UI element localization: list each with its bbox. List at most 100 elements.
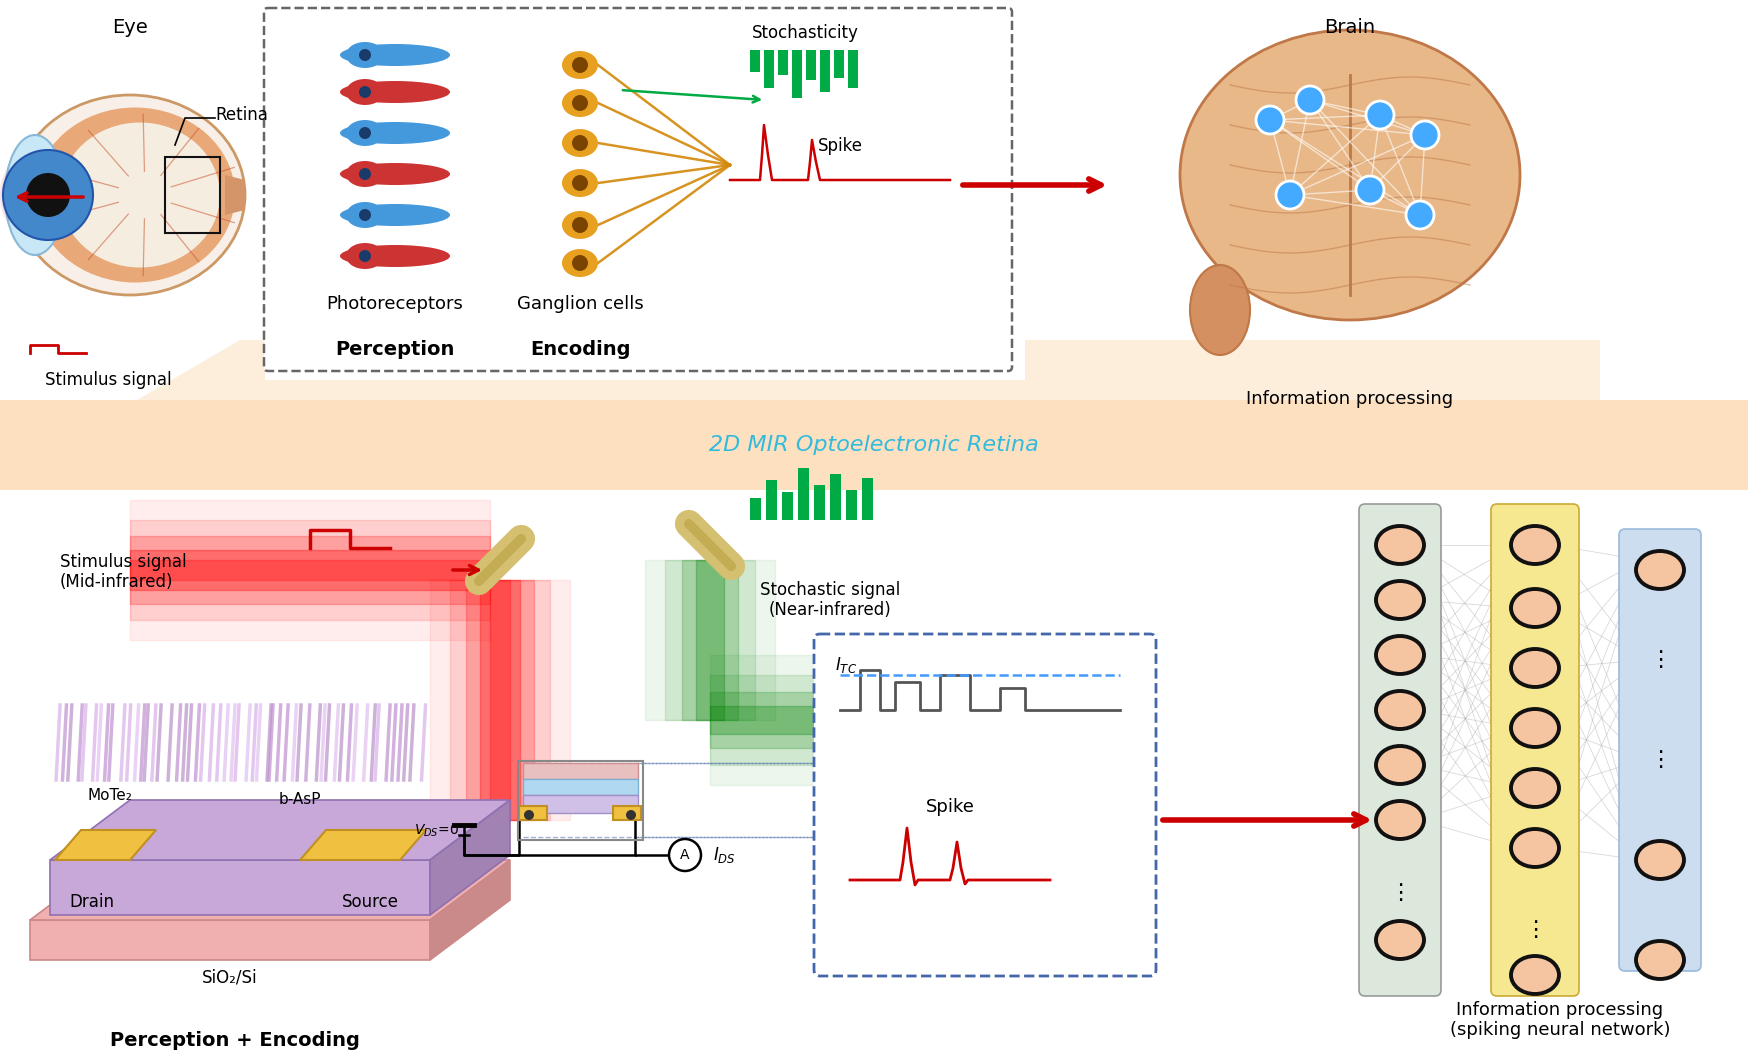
FancyBboxPatch shape xyxy=(1491,504,1578,996)
Ellipse shape xyxy=(1636,551,1683,589)
Bar xyxy=(523,779,638,795)
Circle shape xyxy=(1257,106,1285,134)
Text: Source: Source xyxy=(341,893,399,911)
Circle shape xyxy=(358,127,371,139)
Ellipse shape xyxy=(1376,526,1425,564)
Polygon shape xyxy=(0,340,1599,480)
Bar xyxy=(517,761,643,839)
FancyBboxPatch shape xyxy=(1358,504,1440,996)
Circle shape xyxy=(1295,86,1323,114)
Circle shape xyxy=(1356,176,1384,204)
FancyBboxPatch shape xyxy=(815,634,1155,976)
Ellipse shape xyxy=(346,243,385,269)
Bar xyxy=(799,468,809,520)
Text: Retina: Retina xyxy=(215,106,267,124)
Bar xyxy=(766,480,778,520)
Text: Photoreceptors: Photoreceptors xyxy=(327,295,463,313)
Bar xyxy=(750,50,760,72)
Ellipse shape xyxy=(1376,581,1425,619)
Bar xyxy=(830,473,841,520)
Bar xyxy=(846,491,857,520)
Bar xyxy=(523,763,638,779)
Text: ⋮: ⋮ xyxy=(1648,750,1671,770)
Bar xyxy=(848,50,858,88)
Circle shape xyxy=(358,49,371,61)
Circle shape xyxy=(626,810,636,820)
Polygon shape xyxy=(430,860,510,960)
Polygon shape xyxy=(51,800,510,860)
Circle shape xyxy=(3,150,93,240)
Ellipse shape xyxy=(1376,801,1425,839)
Polygon shape xyxy=(301,830,427,860)
Ellipse shape xyxy=(1376,636,1425,674)
Bar xyxy=(0,491,1748,1064)
Ellipse shape xyxy=(1376,921,1425,959)
Ellipse shape xyxy=(346,202,385,228)
FancyBboxPatch shape xyxy=(1619,529,1701,971)
Circle shape xyxy=(1411,121,1439,149)
Text: Information processing: Information processing xyxy=(1246,390,1454,408)
Text: Spike: Spike xyxy=(818,137,862,155)
Ellipse shape xyxy=(59,122,220,267)
Text: Perception + Encoding: Perception + Encoding xyxy=(110,1031,360,1049)
Bar xyxy=(834,50,844,78)
Ellipse shape xyxy=(35,107,234,283)
Ellipse shape xyxy=(346,161,385,187)
Ellipse shape xyxy=(341,81,449,103)
Ellipse shape xyxy=(563,89,598,117)
Text: Eye: Eye xyxy=(112,18,149,37)
Polygon shape xyxy=(30,860,510,920)
Bar xyxy=(750,498,760,520)
Ellipse shape xyxy=(1180,30,1521,320)
Text: Stimulus signal
(Mid-infrared): Stimulus signal (Mid-infrared) xyxy=(59,552,187,592)
Ellipse shape xyxy=(1510,589,1559,627)
Ellipse shape xyxy=(341,44,449,66)
Text: Brain: Brain xyxy=(1325,18,1376,37)
Text: Perception: Perception xyxy=(336,340,454,359)
Ellipse shape xyxy=(563,211,598,239)
Circle shape xyxy=(358,86,371,98)
Ellipse shape xyxy=(346,120,385,146)
Text: Encoding: Encoding xyxy=(530,340,631,359)
Bar xyxy=(815,485,825,520)
Text: $I_{TC}$: $I_{TC}$ xyxy=(836,655,857,675)
Text: A: A xyxy=(680,848,690,862)
Text: ⋮: ⋮ xyxy=(1648,650,1671,670)
Bar xyxy=(781,492,794,520)
Circle shape xyxy=(572,135,587,151)
Ellipse shape xyxy=(1510,829,1559,867)
Circle shape xyxy=(669,839,701,871)
Bar xyxy=(764,50,774,88)
Ellipse shape xyxy=(1636,841,1683,879)
Bar xyxy=(820,50,830,92)
FancyBboxPatch shape xyxy=(264,9,1012,371)
Polygon shape xyxy=(430,800,510,915)
Ellipse shape xyxy=(1510,955,1559,994)
Bar xyxy=(778,50,788,74)
Text: Ganglion cells: Ganglion cells xyxy=(517,295,643,313)
Ellipse shape xyxy=(1376,691,1425,729)
Ellipse shape xyxy=(1510,709,1559,747)
Bar xyxy=(792,50,802,98)
Text: b-AsP: b-AsP xyxy=(278,793,322,808)
Ellipse shape xyxy=(1636,941,1683,979)
Text: SiO₂/Si: SiO₂/Si xyxy=(203,968,257,986)
Ellipse shape xyxy=(1376,746,1425,784)
Text: Information processing
(spiking neural network): Information processing (spiking neural n… xyxy=(1449,1000,1671,1040)
Text: $I_{DS}$: $I_{DS}$ xyxy=(713,845,736,865)
Ellipse shape xyxy=(16,95,245,295)
Ellipse shape xyxy=(341,245,449,267)
Ellipse shape xyxy=(563,51,598,79)
Ellipse shape xyxy=(341,204,449,226)
Text: Stimulus signal: Stimulus signal xyxy=(45,371,171,389)
Ellipse shape xyxy=(341,122,449,144)
Ellipse shape xyxy=(1510,649,1559,687)
Text: Stochastic signal
(Near-infrared): Stochastic signal (Near-infrared) xyxy=(760,581,900,619)
Ellipse shape xyxy=(346,41,385,68)
Bar xyxy=(614,807,642,820)
Circle shape xyxy=(358,168,371,180)
Polygon shape xyxy=(225,174,245,215)
Circle shape xyxy=(358,250,371,262)
Polygon shape xyxy=(0,400,1748,491)
Ellipse shape xyxy=(1190,265,1250,355)
